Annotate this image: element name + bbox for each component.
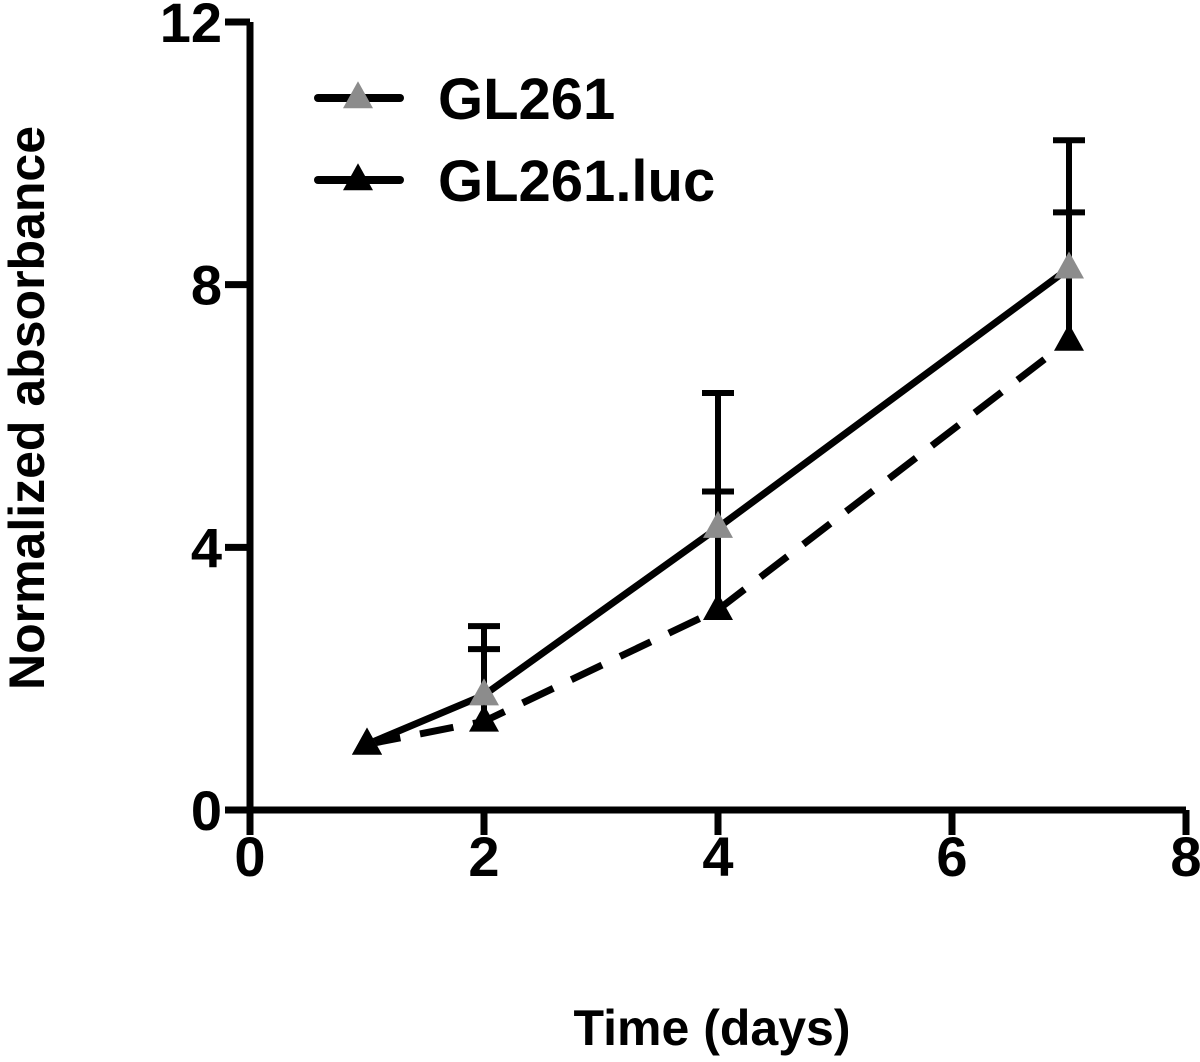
x-tick-label: 6 bbox=[936, 825, 967, 888]
y-tick-label: 4 bbox=[191, 516, 222, 579]
y-tick-label: 0 bbox=[191, 779, 222, 842]
data-point-1 bbox=[703, 592, 733, 620]
legend-marker-0 bbox=[343, 81, 373, 109]
y-axis-label: Normalized absorbance bbox=[0, 126, 55, 690]
x-axis-label: Time (days) bbox=[574, 1000, 851, 1056]
legend-label-1: GL261.luc bbox=[438, 149, 715, 214]
legend: GL261 GL261.luc bbox=[314, 67, 715, 214]
legend-marker-1 bbox=[343, 163, 373, 191]
data-point-0 bbox=[703, 510, 733, 538]
data-point-0 bbox=[1054, 251, 1084, 279]
series-line-1 bbox=[366, 337, 1072, 748]
x-tick-label: 4 bbox=[702, 825, 733, 888]
axes bbox=[225, 18, 1190, 835]
tick-labels: 0 4 8 12 0 2 4 6 8 bbox=[160, 0, 1200, 888]
y-tick-label: 8 bbox=[191, 254, 222, 317]
x-tick-label: 8 bbox=[1170, 825, 1200, 888]
series-lines bbox=[365, 265, 1072, 748]
data-point-0 bbox=[469, 678, 499, 706]
data-markers bbox=[352, 251, 1084, 755]
data-point-1 bbox=[469, 704, 499, 732]
legend-label-0: GL261 bbox=[438, 67, 615, 132]
series-line-0 bbox=[365, 265, 1072, 748]
data-point-overlap bbox=[352, 727, 382, 755]
data-point-1 bbox=[1054, 323, 1084, 351]
x-tick-label: 2 bbox=[468, 825, 499, 888]
error-bars bbox=[468, 137, 1085, 722]
x-tick-label: 0 bbox=[234, 825, 265, 888]
y-tick-label: 12 bbox=[160, 0, 222, 54]
